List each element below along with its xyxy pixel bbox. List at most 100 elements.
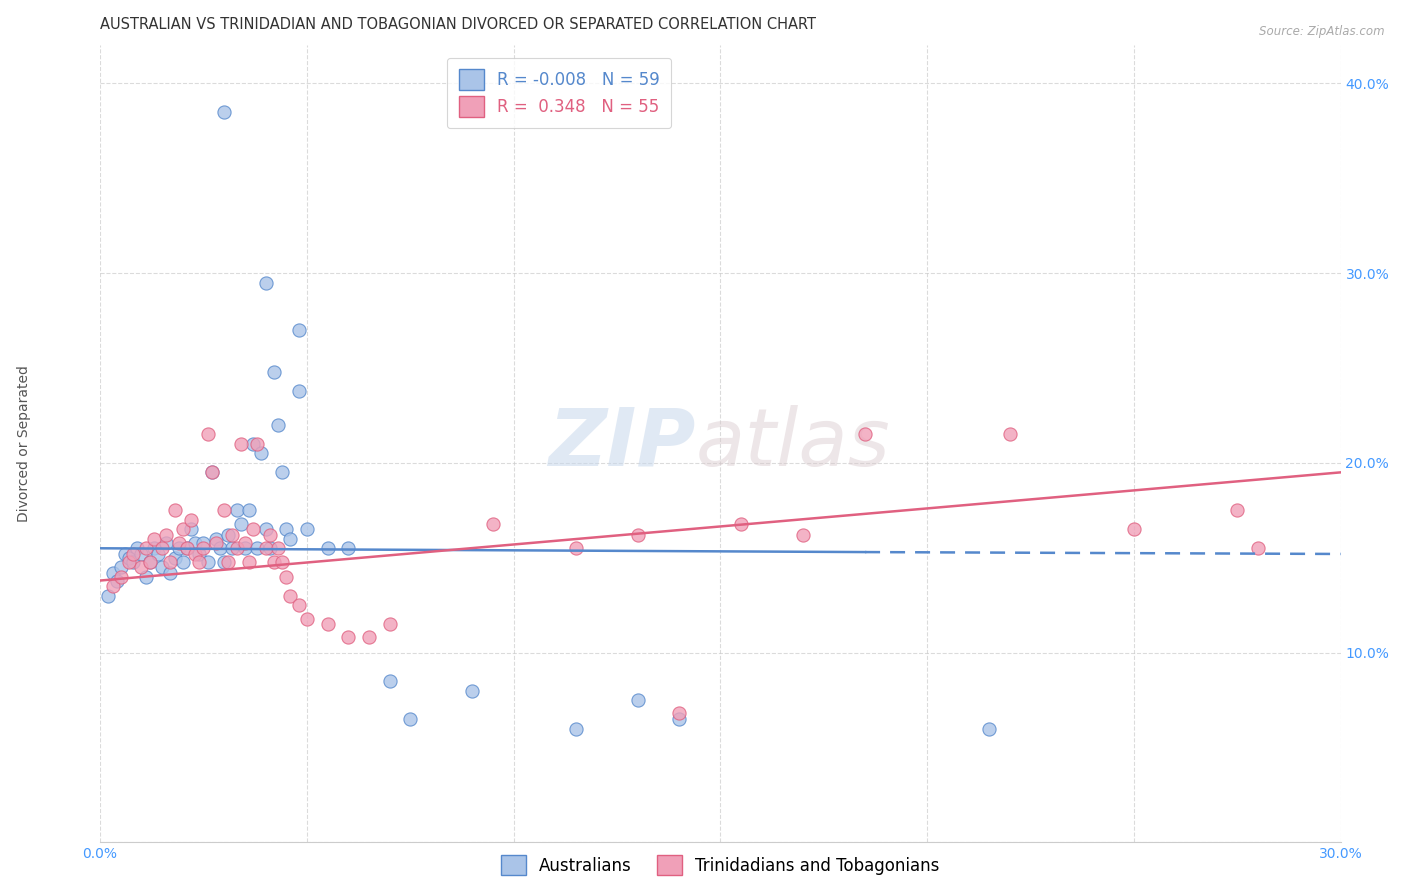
Point bbox=[163, 550, 186, 565]
Point bbox=[155, 535, 177, 549]
Point bbox=[853, 427, 876, 442]
Point bbox=[337, 631, 360, 645]
Point bbox=[205, 532, 228, 546]
Point bbox=[276, 522, 298, 536]
Point bbox=[1247, 541, 1270, 556]
Point bbox=[201, 466, 224, 480]
Point bbox=[238, 555, 260, 569]
Point bbox=[159, 566, 181, 580]
Point bbox=[150, 560, 173, 574]
Point bbox=[250, 446, 273, 460]
Point bbox=[150, 541, 173, 556]
Legend: Australians, Trinidadians and Tobagonians: Australians, Trinidadians and Tobagonian… bbox=[495, 848, 946, 882]
Point bbox=[225, 503, 247, 517]
Point bbox=[564, 722, 586, 736]
Point bbox=[242, 437, 264, 451]
Point bbox=[287, 598, 309, 612]
Point bbox=[159, 555, 181, 569]
Point bbox=[238, 503, 260, 517]
Point bbox=[208, 541, 231, 556]
Point bbox=[101, 566, 124, 580]
Point bbox=[229, 437, 252, 451]
Y-axis label: Divorced or Separated: Divorced or Separated bbox=[17, 366, 31, 523]
Point bbox=[197, 427, 219, 442]
Point bbox=[118, 550, 141, 565]
Point bbox=[155, 528, 177, 542]
Point bbox=[668, 712, 690, 726]
Point bbox=[138, 555, 160, 569]
Point bbox=[180, 522, 202, 536]
Point bbox=[271, 555, 294, 569]
Point bbox=[131, 547, 153, 561]
Point bbox=[229, 516, 252, 531]
Point bbox=[142, 532, 165, 546]
Point bbox=[172, 522, 194, 536]
Point bbox=[188, 547, 211, 561]
Text: ZIP: ZIP bbox=[548, 405, 696, 483]
Point bbox=[254, 541, 277, 556]
Point bbox=[278, 532, 301, 546]
Point bbox=[233, 535, 256, 549]
Point bbox=[278, 589, 301, 603]
Point bbox=[146, 547, 169, 561]
Point bbox=[172, 555, 194, 569]
Point bbox=[337, 541, 360, 556]
Text: Source: ZipAtlas.com: Source: ZipAtlas.com bbox=[1260, 25, 1385, 38]
Point bbox=[131, 560, 153, 574]
Point bbox=[217, 528, 239, 542]
Point bbox=[271, 466, 294, 480]
Point bbox=[114, 547, 136, 561]
Point bbox=[225, 541, 247, 556]
Point bbox=[122, 547, 145, 561]
Point bbox=[167, 541, 190, 556]
Point bbox=[1226, 503, 1249, 517]
Point bbox=[184, 535, 207, 549]
Text: AUSTRALIAN VS TRINIDADIAN AND TOBAGONIAN DIVORCED OR SEPARATED CORRELATION CHART: AUSTRALIAN VS TRINIDADIAN AND TOBAGONIAN… bbox=[100, 17, 815, 32]
Point bbox=[212, 104, 235, 119]
Point bbox=[201, 466, 224, 480]
Point bbox=[110, 560, 132, 574]
Point bbox=[254, 276, 277, 290]
Point bbox=[668, 706, 690, 721]
Point bbox=[267, 541, 290, 556]
Point bbox=[97, 589, 120, 603]
Point bbox=[212, 503, 235, 517]
Point bbox=[163, 503, 186, 517]
Point bbox=[1122, 522, 1144, 536]
Point bbox=[180, 513, 202, 527]
Point bbox=[176, 541, 198, 556]
Point bbox=[110, 570, 132, 584]
Point bbox=[482, 516, 505, 531]
Point bbox=[242, 522, 264, 536]
Point bbox=[276, 570, 298, 584]
Point bbox=[564, 541, 586, 556]
Point bbox=[378, 617, 401, 632]
Point bbox=[627, 693, 650, 707]
Point bbox=[259, 541, 281, 556]
Point bbox=[184, 547, 207, 561]
Point bbox=[259, 528, 281, 542]
Point bbox=[188, 555, 211, 569]
Point bbox=[135, 570, 157, 584]
Point bbox=[316, 617, 339, 632]
Point bbox=[267, 417, 290, 432]
Point bbox=[176, 541, 198, 556]
Point bbox=[287, 384, 309, 398]
Point bbox=[197, 555, 219, 569]
Point bbox=[193, 541, 215, 556]
Point bbox=[627, 528, 650, 542]
Point bbox=[263, 365, 285, 379]
Point bbox=[295, 522, 318, 536]
Point bbox=[378, 674, 401, 689]
Point bbox=[295, 611, 318, 625]
Point bbox=[138, 555, 160, 569]
Point bbox=[221, 541, 243, 556]
Point bbox=[135, 541, 157, 556]
Point bbox=[217, 555, 239, 569]
Point bbox=[193, 535, 215, 549]
Point bbox=[979, 722, 1001, 736]
Point bbox=[127, 541, 149, 556]
Point bbox=[399, 712, 422, 726]
Point bbox=[118, 555, 141, 569]
Point bbox=[246, 541, 269, 556]
